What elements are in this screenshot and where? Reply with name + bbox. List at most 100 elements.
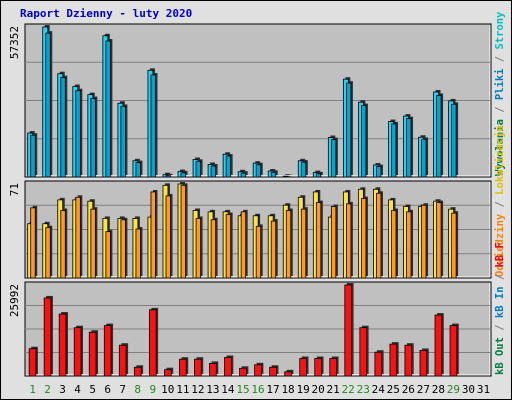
bar-hits-pliki-21 <box>331 138 338 177</box>
bar-visits-odwiedziny-21 <box>331 205 338 278</box>
legend-entry: / <box>494 100 506 119</box>
legend-entry: kB F <box>494 242 506 267</box>
bar-visits-odwiedziny-8 <box>136 227 143 278</box>
x-tick-label: 4 <box>74 383 81 396</box>
x-tick-label: 31 <box>477 383 490 396</box>
bar-hits-pliki-5 <box>91 97 98 177</box>
bar-visits-odwiedziny-6 <box>106 230 113 278</box>
bar-hits-pliki-23 <box>361 104 368 177</box>
bar-kb-kbf-1 <box>29 347 38 376</box>
bar-visits-odwiedziny-17 <box>271 219 278 278</box>
bar-hits-pliki-22 <box>346 81 353 177</box>
bar-kb-kbf-25 <box>390 342 399 376</box>
bar-visits-odwiedziny-16 <box>256 224 263 278</box>
bar-visits-odwiedziny-5 <box>91 207 98 278</box>
bar-hits-pliki-14 <box>226 154 233 177</box>
legend-entry: Strony <box>494 11 506 50</box>
bar-visits-odwiedziny-2 <box>46 226 53 278</box>
bar-visits-odwiedziny-22 <box>346 202 353 278</box>
legend-entry: / <box>494 195 506 214</box>
legend-entry: / <box>494 268 506 287</box>
x-tick-label: 10 <box>161 383 174 396</box>
bar-visits-odwiedziny-7 <box>121 218 128 278</box>
bar-visits-odwiedziny-28 <box>437 201 444 278</box>
bar-hits-pliki-12 <box>196 159 203 177</box>
x-tick-label: 9 <box>149 383 156 396</box>
legend-entry: / <box>494 318 506 337</box>
x-tick-label: 1 <box>29 383 36 396</box>
x-tick-label: 3 <box>59 383 66 396</box>
x-tick-label: 15 <box>236 383 249 396</box>
legend-entry: / <box>494 50 506 69</box>
x-tick-label: 7 <box>119 383 126 396</box>
bar-kb-kbf-21 <box>330 356 339 376</box>
bar-hits-pliki-29 <box>452 102 459 177</box>
bar-visits-odwiedziny-24 <box>376 191 383 278</box>
bar-visits-odwiedziny-25 <box>391 208 398 278</box>
bar-kb-kbf-14 <box>225 355 234 376</box>
x-tick-label: 25 <box>387 383 400 396</box>
bar-kb-kbf-4 <box>74 326 83 376</box>
x-tick-label: 28 <box>432 383 445 396</box>
bar-visits-odwiedziny-3 <box>61 208 68 278</box>
bar-kb-kbf-6 <box>104 324 113 376</box>
bar-kb-kbf-24 <box>375 350 384 376</box>
bar-kb-kbf-22 <box>345 283 354 376</box>
bar-visits-odwiedziny-9 <box>151 190 158 278</box>
bar-kb-kbf-7 <box>119 343 128 376</box>
x-tick-label: 24 <box>372 383 386 396</box>
bar-hits-pliki-2 <box>46 31 53 177</box>
x-tick-label: 8 <box>134 383 141 396</box>
x-tick-label: 5 <box>89 383 96 396</box>
bar-kb-kbf-19 <box>300 356 309 376</box>
bar-kb-kbf-20 <box>315 356 324 376</box>
legend-entry: Lokalizacje <box>494 125 506 195</box>
bar-hits-pliki-25 <box>391 122 398 177</box>
bar-kb-kbf-13 <box>210 361 219 376</box>
bar-visits-odwiedziny-26 <box>407 210 414 278</box>
bar-kb-kbf-11 <box>179 357 188 376</box>
x-tick-label: 18 <box>281 383 294 396</box>
x-tick-label: 22 <box>342 383 355 396</box>
bar-visits-odwiedziny-13 <box>211 218 218 278</box>
bar-hits-pliki-28 <box>437 93 444 177</box>
bar-visits-odwiedziny-15 <box>241 210 248 278</box>
bar-kb-kbf-27 <box>420 348 429 376</box>
bar-visits-odwiedziny-14 <box>226 212 233 278</box>
bar-visits-odwiedziny-27 <box>422 203 429 278</box>
x-tick-label: 14 <box>221 383 235 396</box>
bar-hits-pliki-7 <box>121 104 128 177</box>
x-tick-label: 20 <box>312 383 325 396</box>
x-tick-label: 29 <box>447 383 460 396</box>
bar-kb-kbf-9 <box>149 308 158 376</box>
bar-visits-odwiedziny-19 <box>301 207 308 278</box>
bar-kb-kbf-26 <box>405 343 414 376</box>
x-tick-label: 16 <box>251 383 264 396</box>
bar-hits-pliki-27 <box>422 137 429 177</box>
bar-hits-pliki-4 <box>76 89 83 177</box>
x-tick-label: 19 <box>296 383 309 396</box>
bar-kb-kbf-3 <box>59 312 68 376</box>
panel-hits-ymax-label: 57352 <box>8 26 21 59</box>
bar-hits-pliki-19 <box>301 160 308 177</box>
legend-entry: kB In <box>494 286 506 318</box>
panel-kb-legend: kB Out / kB In / kB F <box>494 242 506 375</box>
x-tick-label: 2 <box>44 383 51 396</box>
bar-hits-pliki-26 <box>407 117 414 177</box>
bar-visits-odwiedziny-20 <box>316 201 323 278</box>
bar-kb-kbf-29 <box>450 324 459 376</box>
x-tick-label: 21 <box>327 383 340 396</box>
bar-hits-pliki-3 <box>61 76 68 177</box>
x-tick-label: 26 <box>402 383 415 396</box>
bar-kb-kbf-5 <box>89 330 98 376</box>
bar-kb-kbf-23 <box>360 326 369 376</box>
bar-kb-kbf-28 <box>435 313 444 376</box>
panel-kb-ymax-label: 25992 <box>8 284 21 317</box>
bar-visits-odwiedziny-12 <box>196 216 203 278</box>
bar-kb-kbf-2 <box>44 296 53 376</box>
bar-hits-pliki-9 <box>151 73 158 177</box>
